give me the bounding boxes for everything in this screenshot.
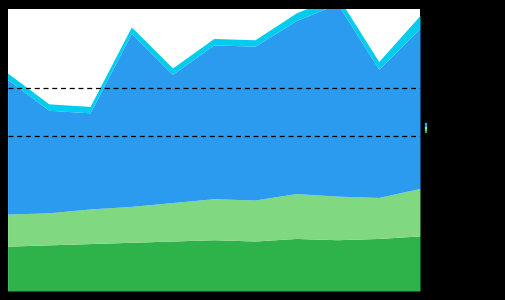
Legend: , , , , : , , , ,	[424, 123, 425, 131]
